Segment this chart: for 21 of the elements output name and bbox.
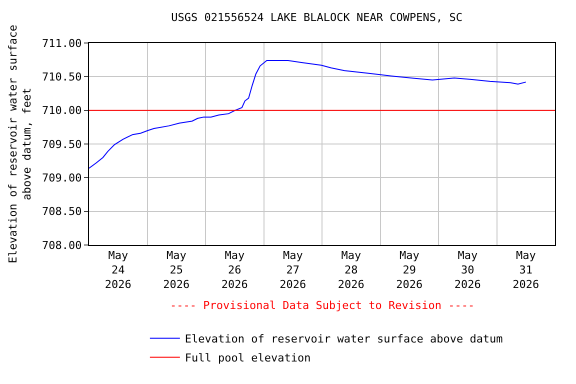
x-tick-label: May 29 2026 [396, 249, 423, 291]
x-tick-label: May 24 2026 [104, 249, 132, 291]
x-tick-label: May 26 2026 [221, 249, 248, 291]
x-tick-label: May 30 2026 [454, 249, 481, 291]
x-tick-label: May 27 2026 [280, 249, 306, 291]
chart-title: USGS 021556524 LAKE BLALOCK NEAR COWPENS, SC [171, 11, 463, 24]
text: ---- Provisional Data Subject to Revision ---- [170, 299, 475, 312]
y-tick-label: 709.50 [42, 138, 82, 151]
legend-label: Full pool elevation [184, 352, 311, 365]
y-axis-title: Elevation of reservoir water surface above datum, feet [6, 24, 34, 264]
y-tick-label: 710.50 [42, 70, 82, 84]
x-tick-label: May 25 2026 [163, 249, 190, 291]
legend-label: Elevation of reservoir water surface above datum [184, 332, 504, 346]
y-tick-label: 709.00 [42, 172, 82, 185]
x-tick-label: May 31 2026 [512, 249, 540, 291]
y-tick-label: 710.00 [42, 104, 82, 118]
x-tick-label: May 28 2026 [338, 249, 364, 291]
y-tick-label: 711.00 [42, 36, 82, 50]
y-tick-label: 708.00 [42, 238, 82, 252]
line-series [89, 60, 526, 169]
y-tick-label: 708.50 [42, 205, 82, 218]
